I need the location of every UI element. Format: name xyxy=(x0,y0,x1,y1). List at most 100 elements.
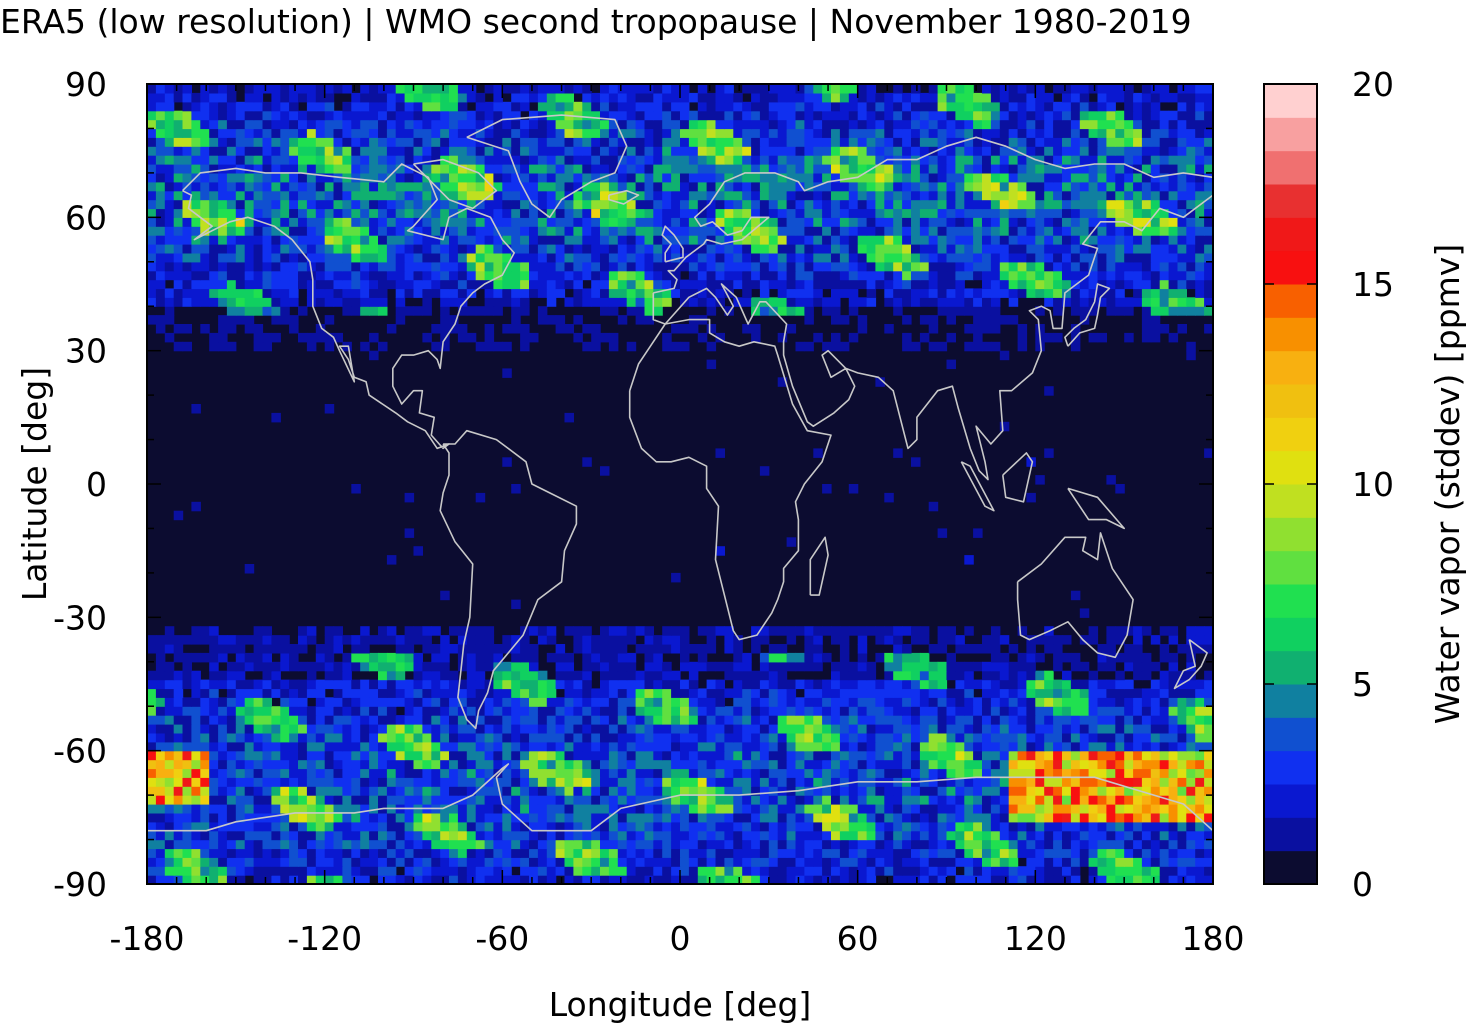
heatmap-cell xyxy=(1150,804,1161,814)
heatmap-cell xyxy=(484,261,495,272)
heatmap-cell xyxy=(1150,848,1161,858)
heatmap-cell xyxy=(1124,839,1134,850)
heatmap-cell xyxy=(378,857,388,867)
heatmap-cell xyxy=(875,688,885,698)
heatmap-cell xyxy=(1133,777,1143,787)
heatmap-cell xyxy=(306,199,317,210)
heatmap-cell xyxy=(502,635,512,645)
heatmap-cell xyxy=(848,706,859,716)
heatmap-cell xyxy=(182,635,192,645)
heatmap-cell xyxy=(431,270,441,281)
heatmap-cell xyxy=(982,288,992,298)
heatmap-cell xyxy=(1062,875,1072,884)
heatmap-cell xyxy=(360,848,370,858)
heatmap-cell xyxy=(946,812,956,823)
heatmap-cell xyxy=(1035,724,1045,734)
heatmap-cell xyxy=(395,688,406,698)
heatmap-cell xyxy=(511,857,521,867)
heatmap-cell xyxy=(644,226,654,236)
heatmap-cell xyxy=(768,821,779,832)
heatmap-cell xyxy=(369,839,379,850)
heatmap-cell xyxy=(600,777,610,787)
heatmap-cell xyxy=(768,706,779,716)
heatmap-cell xyxy=(839,724,850,734)
heatmap-cell xyxy=(662,777,672,787)
heatmap-cell xyxy=(1062,839,1072,850)
heatmap-cell xyxy=(475,341,486,352)
heatmap-cell xyxy=(600,226,610,236)
heatmap-cell xyxy=(848,670,859,681)
heatmap-cell xyxy=(875,652,885,663)
heatmap-cell xyxy=(422,866,432,876)
heatmap-cell xyxy=(395,279,406,290)
heatmap-cell xyxy=(768,297,779,307)
heatmap-cell xyxy=(1159,768,1170,778)
heatmap-cell xyxy=(546,199,557,210)
heatmap-cell xyxy=(555,804,566,814)
heatmap-cell xyxy=(822,652,832,663)
heatmap-cell xyxy=(457,777,468,787)
heatmap-cell xyxy=(440,812,450,823)
heatmap-cell xyxy=(466,626,477,636)
heatmap-cell xyxy=(386,688,397,698)
heatmap-cell xyxy=(520,706,530,716)
heatmap-cell xyxy=(626,297,637,307)
heatmap-cell xyxy=(1097,644,1107,654)
heatmap-cell xyxy=(1053,875,1063,884)
heatmap-cell xyxy=(831,741,841,752)
heatmap-cell xyxy=(742,724,752,734)
heatmap-cell xyxy=(413,866,423,876)
heatmap-cell xyxy=(235,804,246,814)
heatmap-cell xyxy=(537,697,548,707)
heatmap-cell xyxy=(680,661,690,672)
heatmap-cell xyxy=(831,279,841,290)
heatmap-cell xyxy=(306,706,317,716)
heatmap-cell xyxy=(1159,706,1170,716)
heatmap-cell xyxy=(555,706,566,716)
heatmap-cell xyxy=(1204,226,1213,236)
heatmap-cell xyxy=(280,715,290,725)
heatmap-cell xyxy=(1017,626,1028,636)
heatmap-cell xyxy=(1133,741,1143,752)
heatmap-cell xyxy=(289,644,299,654)
heatmap-cell xyxy=(440,235,450,245)
heatmap-cell xyxy=(1195,270,1205,281)
heatmap-cell xyxy=(209,679,219,690)
heatmap-cell xyxy=(688,217,699,227)
heatmap-cell xyxy=(378,306,388,316)
heatmap-cell xyxy=(715,261,725,272)
heatmap-cell xyxy=(1053,706,1063,716)
heatmap-cell xyxy=(164,848,175,858)
heatmap-cell xyxy=(315,297,326,307)
heatmap-cell xyxy=(1195,750,1205,761)
heatmap-cell xyxy=(1177,804,1187,814)
heatmap-cell xyxy=(1070,661,1081,672)
heatmap-cell xyxy=(155,688,166,698)
heatmap-cell xyxy=(449,821,459,832)
heatmap-cell xyxy=(1141,706,1152,716)
heatmap-cell xyxy=(466,306,477,316)
heatmap-cell xyxy=(1177,777,1187,787)
heatmap-cell xyxy=(378,732,388,743)
heatmap-cell xyxy=(706,261,717,272)
heatmap-cell xyxy=(244,261,255,272)
heatmap-cell xyxy=(999,652,1010,663)
heatmap-cell xyxy=(582,848,592,858)
heatmap-cell xyxy=(191,190,201,201)
heatmap-cell xyxy=(1062,288,1072,298)
heatmap-cell xyxy=(866,857,877,867)
heatmap-cell xyxy=(564,759,574,770)
heatmap-cell xyxy=(990,697,1001,707)
heatmap-cell xyxy=(733,812,743,823)
heatmap-cell xyxy=(555,759,566,770)
heatmap-cell xyxy=(644,279,654,290)
heatmap-cell xyxy=(1053,857,1063,867)
heatmap-cell xyxy=(573,875,583,884)
heatmap-cell xyxy=(866,244,877,254)
heatmap-cell xyxy=(608,661,619,672)
heatmap-cell xyxy=(1150,768,1161,778)
heatmap-cell xyxy=(848,208,859,218)
heatmap-cell xyxy=(1053,244,1063,254)
heatmap-cell xyxy=(369,857,379,867)
heatmap-cell xyxy=(1106,297,1116,307)
